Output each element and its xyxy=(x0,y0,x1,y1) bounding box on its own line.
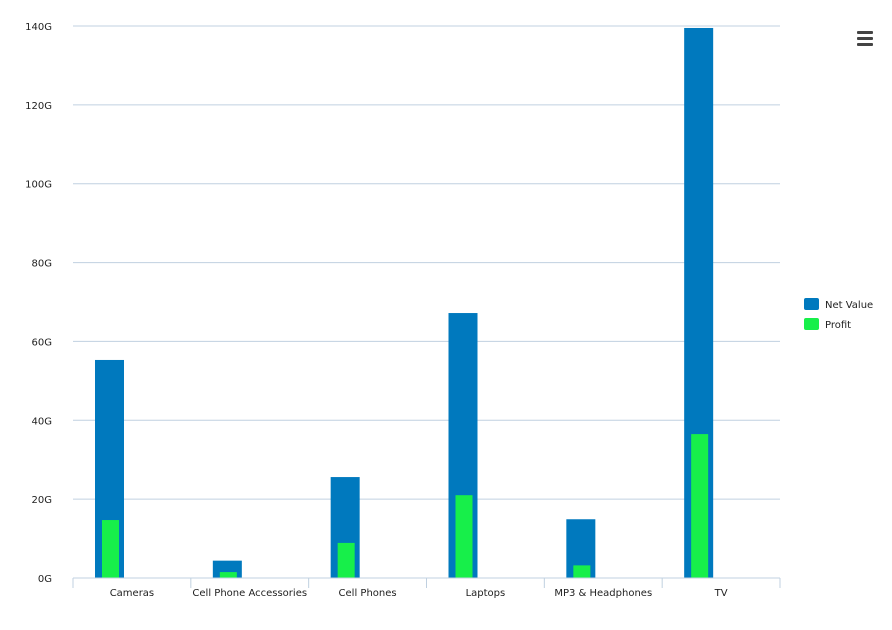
legend[interactable]: Net Value Profit xyxy=(804,298,873,331)
bar-profit[interactable] xyxy=(455,495,473,578)
bars xyxy=(95,27,714,578)
bar-profit[interactable] xyxy=(573,565,591,578)
y-tick-label: 80G xyxy=(32,259,52,270)
bar-profit[interactable] xyxy=(102,520,119,578)
x-tick-label: Cameras xyxy=(110,588,154,599)
legend-swatch[interactable] xyxy=(804,298,819,310)
gridlines xyxy=(73,25,780,500)
x-tick-label: TV xyxy=(714,588,728,599)
y-axis-tick-labels: 0G 20G 40G 60G 80G 100G 120G 140G xyxy=(25,22,52,585)
x-tick-label: Cell Phone Accessories xyxy=(192,588,307,599)
y-tick-label: 140G xyxy=(25,22,52,33)
y-tick-label: 100G xyxy=(25,180,52,191)
x-tick-label: Cell Phones xyxy=(339,588,397,599)
y-tick-label: 0G xyxy=(38,574,52,585)
y-tick-label: 60G xyxy=(32,337,52,348)
y-tick-label: 120G xyxy=(25,101,52,112)
legend-label[interactable]: Net Value xyxy=(825,300,873,311)
bar-profit[interactable] xyxy=(337,542,355,578)
bar-profit[interactable] xyxy=(691,434,709,578)
x-axis: Cameras Cell Phone Accessories Cell Phones… xyxy=(72,577,781,599)
legend-label[interactable]: Profit xyxy=(825,320,851,331)
y-tick-label: 40G xyxy=(32,416,52,427)
y-tick-label: 20G xyxy=(32,495,52,506)
x-tick-label: Laptops xyxy=(466,588,506,599)
legend-swatch[interactable] xyxy=(804,318,819,330)
x-tick-label: MP3 & Headphones xyxy=(554,588,652,599)
bar-profit[interactable] xyxy=(219,572,237,578)
hamburger-menu-icon[interactable] xyxy=(855,28,877,48)
